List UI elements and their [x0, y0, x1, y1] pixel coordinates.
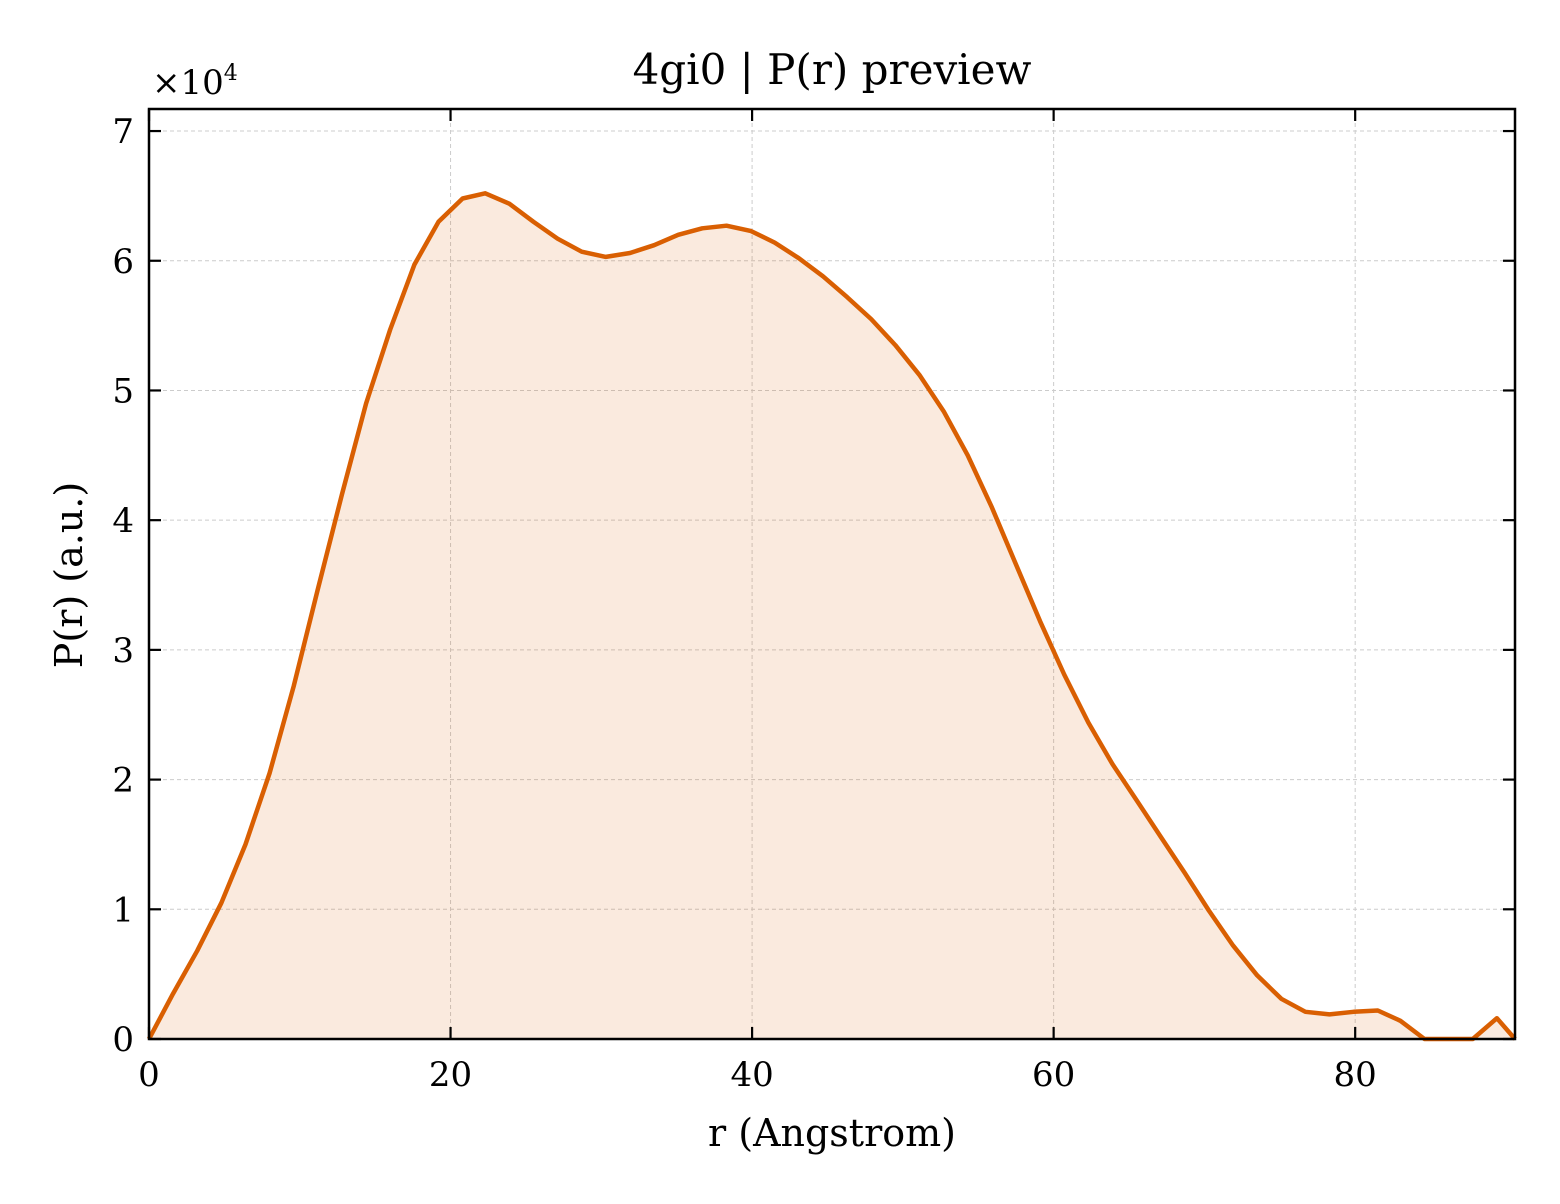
x-tick-label-1: 20 [429, 1055, 472, 1095]
y-tick-label-0: 0 [112, 1020, 134, 1060]
y-tick-label-7: 7 [112, 112, 134, 152]
x-tick-label-0: 0 [138, 1055, 160, 1095]
area-fill [149, 193, 1515, 1039]
x-tick-label-2: 40 [730, 1055, 773, 1095]
y-tick-label-4: 4 [112, 501, 134, 541]
y-scale-prefix: ×10 [152, 63, 224, 103]
x-tick-label-3: 60 [1032, 1055, 1075, 1095]
chart-title: 4gi0 | P(r) preview [633, 45, 1032, 94]
y-tick-label-3: 3 [112, 631, 134, 671]
y-scale-label: ×104 [152, 61, 238, 103]
y-tick-label-6: 6 [112, 242, 134, 282]
y-tick-label-5: 5 [112, 371, 134, 411]
x-axis-label: r (Angstrom) [708, 1111, 956, 1155]
x-tick-label-4: 80 [1334, 1055, 1377, 1095]
y-scale-exponent: 4 [224, 61, 238, 86]
y-tick-label-2: 2 [112, 761, 134, 801]
y-axis-label: P(r) (a.u.) [47, 482, 91, 668]
y-tick-label-1: 1 [112, 890, 134, 930]
